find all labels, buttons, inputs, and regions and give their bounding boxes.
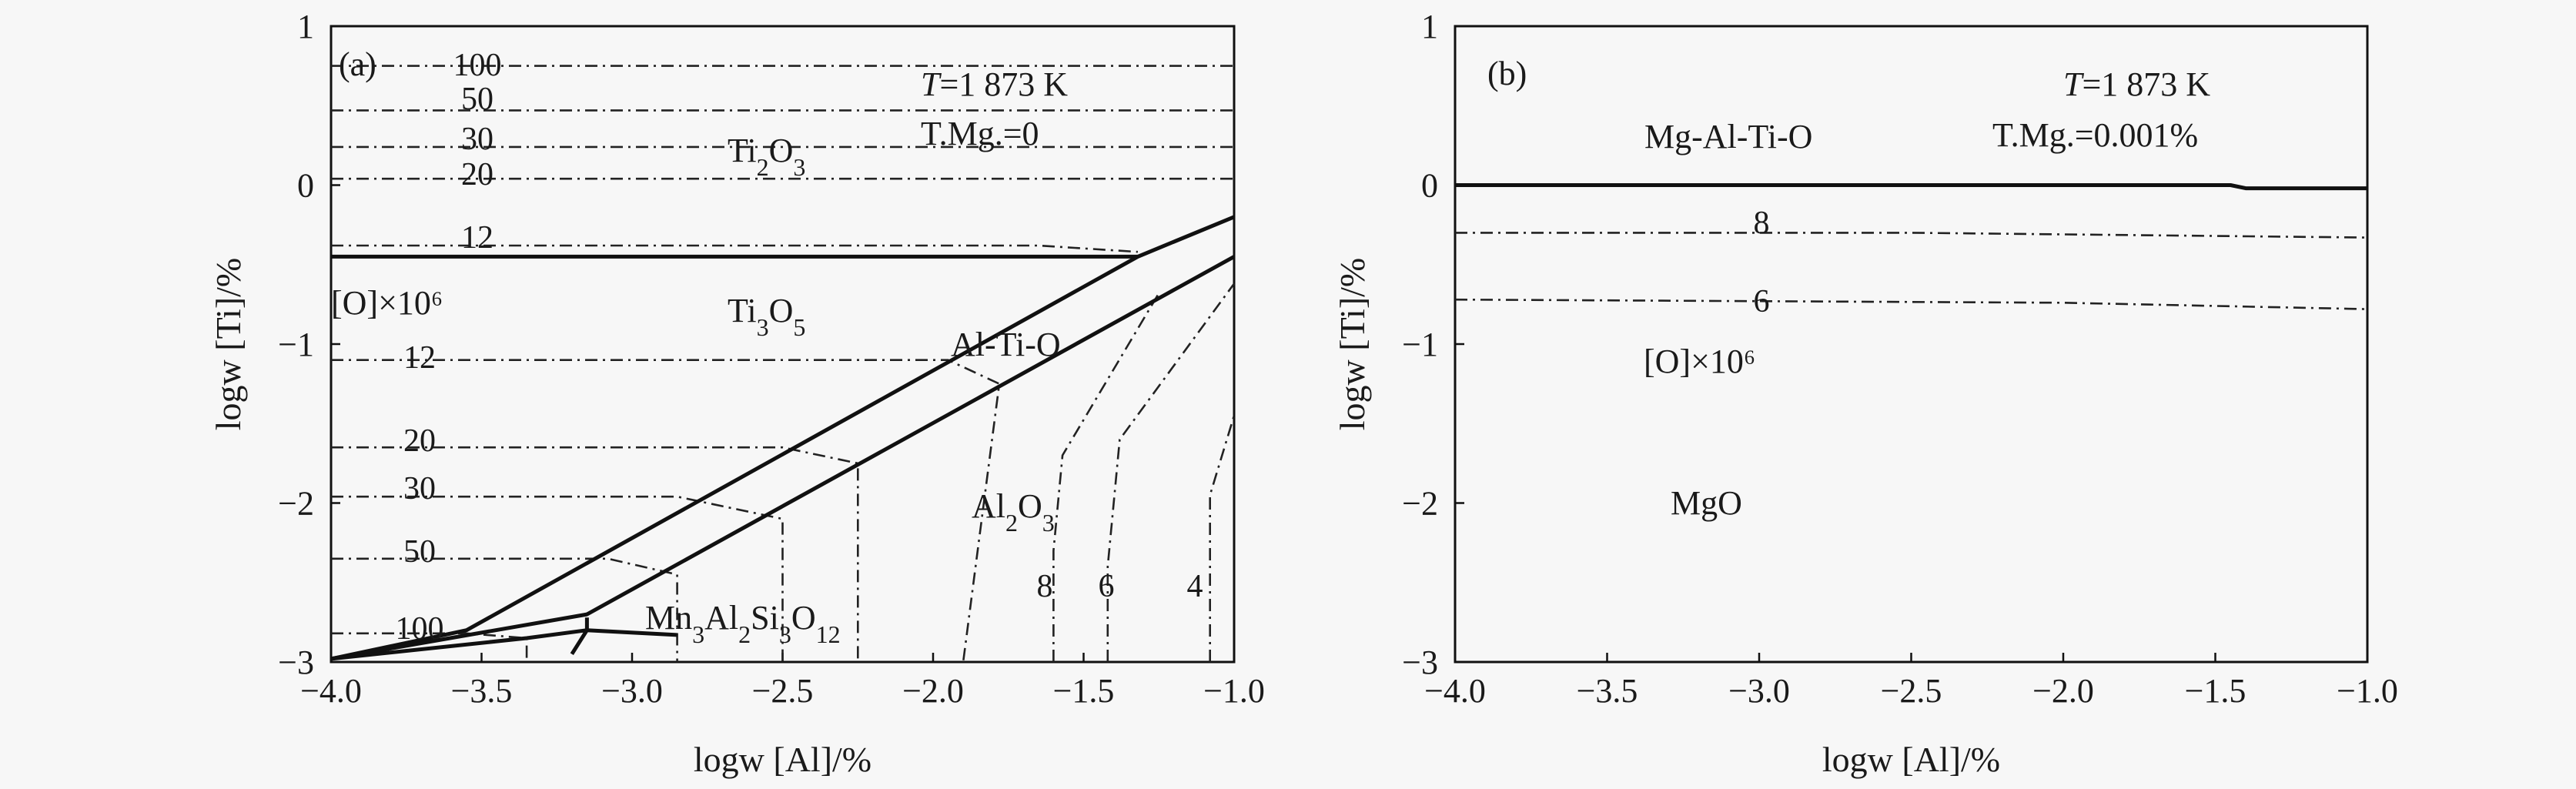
isoline-value-label: 6 [1099, 569, 1115, 604]
y-axis-label: logw [Ti]/% [209, 258, 248, 431]
y-tick-label: 1 [297, 8, 314, 45]
x-tick-label: −1.5 [2185, 672, 2246, 710]
isoline-8 [1052, 293, 1160, 662]
isoline-30 [331, 495, 784, 662]
tmg-label: T.Mg.=0 [921, 115, 1039, 152]
phase-boundary [570, 617, 589, 656]
x-tick-label: −2.5 [752, 672, 814, 710]
phase-label-mg-al-ti-o: Mg-Al-Ti-O [1644, 118, 1812, 155]
panel-label: (a) [339, 45, 376, 83]
phase-boundary [330, 215, 1235, 661]
temperature-label: T=1 873 K [921, 65, 1068, 103]
x-tick-label: −2.5 [1881, 672, 1942, 710]
x-tick-label: −3.5 [451, 672, 513, 710]
y-tick-label: −1 [278, 326, 314, 363]
phase-label-mgo: MgO [1671, 484, 1742, 522]
isoline-value-label: 100 [396, 611, 444, 647]
isoline-value-label: 4 [1187, 569, 1203, 604]
isoline-20 [331, 446, 859, 662]
isoline-8 [1455, 232, 2368, 239]
x-tick-label: −3.0 [1728, 672, 1790, 710]
x-tick-label: −4.0 [1424, 672, 1486, 710]
isoline-value-label: 30 [403, 471, 436, 506]
y-tick-label: −3 [278, 644, 314, 681]
phase-boundary [330, 628, 677, 661]
phase-label-al-ti-o: Al-Ti-O [951, 326, 1061, 363]
isoline-value-label: 100 [453, 48, 502, 83]
isoline-value-label: 6 [1754, 284, 1770, 319]
phase-boundary [330, 255, 1236, 661]
x-tick-label: −1.0 [1203, 672, 1265, 710]
isoline-50 [331, 557, 678, 662]
x-axis-label: logw [Al]/% [694, 740, 871, 779]
isoline-value-label: 8 [1754, 206, 1770, 241]
y-tick-label: 1 [1421, 8, 1438, 45]
x-tick-label: −3.0 [601, 672, 663, 710]
isoline-100 [331, 632, 528, 662]
plot-frame [1454, 25, 2369, 664]
isoline-4 [1209, 415, 1236, 662]
x-tick-label: −3.5 [1577, 672, 1638, 710]
y-tick-label: 0 [1421, 167, 1438, 205]
isoline-value-label: 50 [461, 82, 493, 117]
x-tick-label: −1.0 [2337, 672, 2398, 710]
y-axis-label: logw [Ti]/% [1333, 258, 1372, 431]
isoline-value-label: 12 [461, 220, 493, 256]
phase-boundary [1455, 183, 2367, 191]
x-tick-label: −2.0 [902, 672, 964, 710]
x-tick-label: −4.0 [300, 672, 362, 710]
panel-label: (b) [1487, 55, 1527, 92]
y-tick-label: −1 [1402, 326, 1438, 363]
panel-b: −4.0 −3.5 −3.0 −2.5 −2.0 −1.5 −1.0 1 0 −1 −2 −3 logw… [1333, 8, 2398, 779]
tmg-label: T.Mg.=0.001% [1992, 116, 2198, 154]
isoline-value-label: 50 [403, 534, 436, 570]
isoline-value-label: 12 [403, 340, 436, 376]
x-tick-label: −2.0 [2032, 672, 2094, 710]
isoline-6 [1106, 283, 1236, 662]
isoline-value-label: 20 [403, 423, 436, 459]
isoline-value-label: 20 [461, 157, 493, 192]
oxygen-unit-label: [O]×10⁶ [1644, 343, 1755, 380]
phase-label-mn-silicate: Mn3Al2Si3O12 [645, 599, 841, 648]
isoline-value-label: 30 [461, 122, 493, 157]
y-tick-label: −2 [1402, 485, 1438, 523]
isoline-6 [1454, 298, 2368, 310]
y-tick-label: −3 [1402, 644, 1438, 681]
isoline-12 [331, 359, 1001, 663]
x-tick-label: −1.5 [1053, 672, 1115, 710]
phase-label-ti2o3: Ti2O3 [728, 132, 805, 181]
isoline-value-label: 8 [1037, 569, 1053, 604]
temperature-label: T=1 873 K [2063, 65, 2210, 103]
panel-a: −4.0 −3.5 −3.0 −2.5 −2.0 −1.5 −1.0 1 0 −1 −2 −3 logw… [209, 8, 1265, 779]
isoline-12 [331, 244, 1138, 253]
phase-label-ti3o5: Ti3O5 [728, 292, 805, 341]
y-tick-label: 0 [297, 167, 314, 205]
x-axis-label: logw [Al]/% [1822, 740, 2000, 779]
oxygen-unit-label: [O]×10⁶ [331, 284, 443, 322]
y-tick-label: −2 [278, 485, 314, 523]
phase-label-al2o3: Al2O3 [972, 487, 1055, 537]
